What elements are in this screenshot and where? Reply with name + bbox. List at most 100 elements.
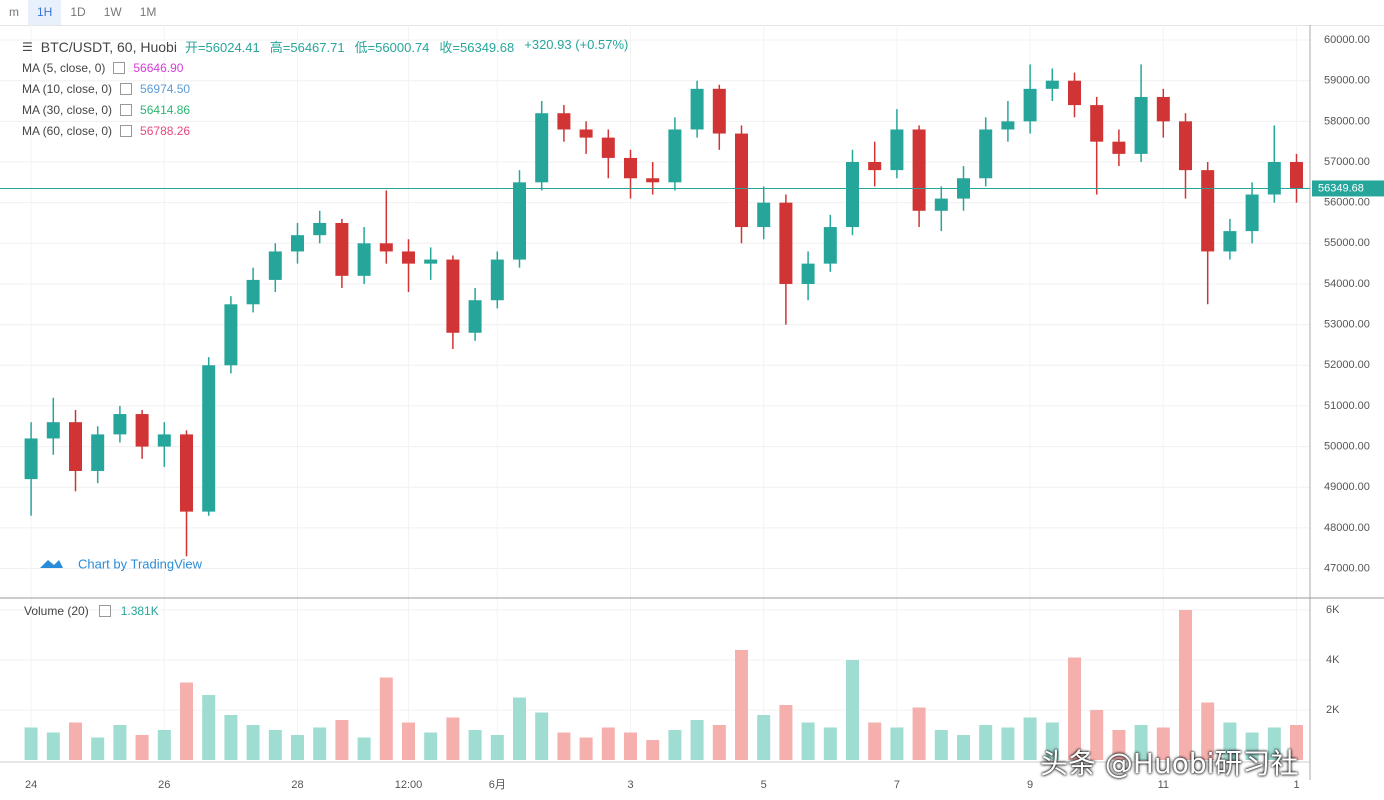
candle-body [535,113,549,183]
candle-body [823,227,837,264]
candle-body [601,137,615,158]
ohlc-label: 收=56349.68 [439,40,515,55]
candle-body [757,202,771,228]
volume-bar [668,730,682,760]
interval-button[interactable]: 1H [28,0,62,25]
y-tick-label: 56000.00 [1324,197,1370,209]
candle-body [890,129,904,171]
candle-body [979,129,993,179]
x-tick-label: 11 [1158,779,1169,791]
candle-body [246,279,260,305]
indicator-row: MA (5, close, 0) 56646.90 [22,57,628,78]
candle-body [202,365,216,512]
icon [98,605,111,617]
candle-body [313,222,327,236]
volume-bar [890,727,904,760]
volume-title: Volume (20) [24,604,89,618]
candle-body [113,414,127,435]
toolbar: m 1H 1D 1W 1M [0,0,1384,26]
volume-bar [357,737,371,760]
volume-bar [446,717,460,760]
volume-bar [779,705,793,760]
candle-body [801,263,815,284]
candle-body [268,251,282,280]
candle-body [735,133,748,228]
ohlc-label: +320.93 (+0.57%) [524,37,629,52]
volume-bar [1023,717,1037,760]
volume-bar [335,720,349,760]
x-tick-label: 1 [1293,779,1299,791]
interval-button[interactable]: 1D [70,5,86,19]
volume-bar [1112,730,1126,760]
candle-body [468,300,482,333]
y-tick-label: 49000.00 [1324,481,1370,493]
candle-body [557,113,571,130]
ohlc-label: 低=56000.74 [354,40,430,55]
x-tick-label: 5 [761,779,767,791]
x-tick-label: 9 [1027,779,1033,791]
volume-bar [91,737,105,760]
indicator-name: MA (10, close, 0) [22,81,113,96]
candle-body [846,162,859,228]
candle-body [624,157,637,179]
interval-button[interactable]: m [9,5,19,19]
y-tick-label: 50000.00 [1324,440,1370,452]
y-tick-label: 58000.00 [1324,115,1370,127]
candle-body [513,182,526,260]
candle-body [1179,121,1192,171]
y-tick-label: 48000.00 [1324,522,1370,534]
candle-body [646,178,660,183]
footer-watermark: 头条 @Huobi研习社 [1040,747,1299,780]
candle-body [1068,80,1081,106]
menu-icon: ☰ [22,39,33,54]
volume-last: 1.381K [120,604,159,618]
candle-body [779,202,793,284]
y-tick-label: 4K [1326,654,1340,666]
volume-bar [823,727,837,760]
y-tick-label: 6K [1326,604,1340,616]
x-tick-label: 26 [158,779,170,791]
ohlc-values: 开=56024.41 高=56467.71 低=56000.74 收=56349.68… [185,37,628,56]
candle-body [490,259,504,301]
indicator-row: MA (30, close, 0) 56414.86 [22,99,628,120]
candle-body [934,198,948,211]
icon [113,61,126,74]
volume-bar [513,697,526,760]
interval-button[interactable]: 1W [103,5,122,19]
candle-body [1090,105,1104,142]
icon [120,124,133,137]
volume-bar [757,715,771,760]
volume-bar [24,727,38,760]
candle-body [24,438,38,480]
volume-bar [246,725,260,760]
x-tick-label: 24 [25,779,37,791]
candle-body [402,251,415,264]
watermark: Chart by TradingView [78,556,203,571]
volume-bar [468,730,482,760]
volume-bar [69,722,82,760]
volume-bar [979,725,993,760]
interval-button[interactable]: 1M [139,5,157,19]
volume-bar [801,722,815,760]
indicator-name: MA (30, close, 0) [22,102,113,117]
volume-bar [1201,702,1215,760]
candle-body [668,129,682,183]
candle-body [579,129,593,138]
volume-bar [624,732,637,760]
volume-bar [934,730,948,760]
volume-bar [180,682,193,760]
candle-body [912,129,926,211]
icon [120,103,133,116]
candle-body [1245,194,1259,232]
last-price-label: 56349.68 [1318,182,1364,194]
candle-body [1023,88,1037,122]
volume-bar [202,695,216,760]
ohlc-label: 开=56024.41 [184,40,260,55]
volume-bar [1267,727,1281,760]
y-tick-label: 59000.00 [1324,75,1370,87]
candle-body [1156,96,1170,122]
y-tick-label: 2K [1326,704,1340,716]
volume-bar [1179,610,1192,760]
